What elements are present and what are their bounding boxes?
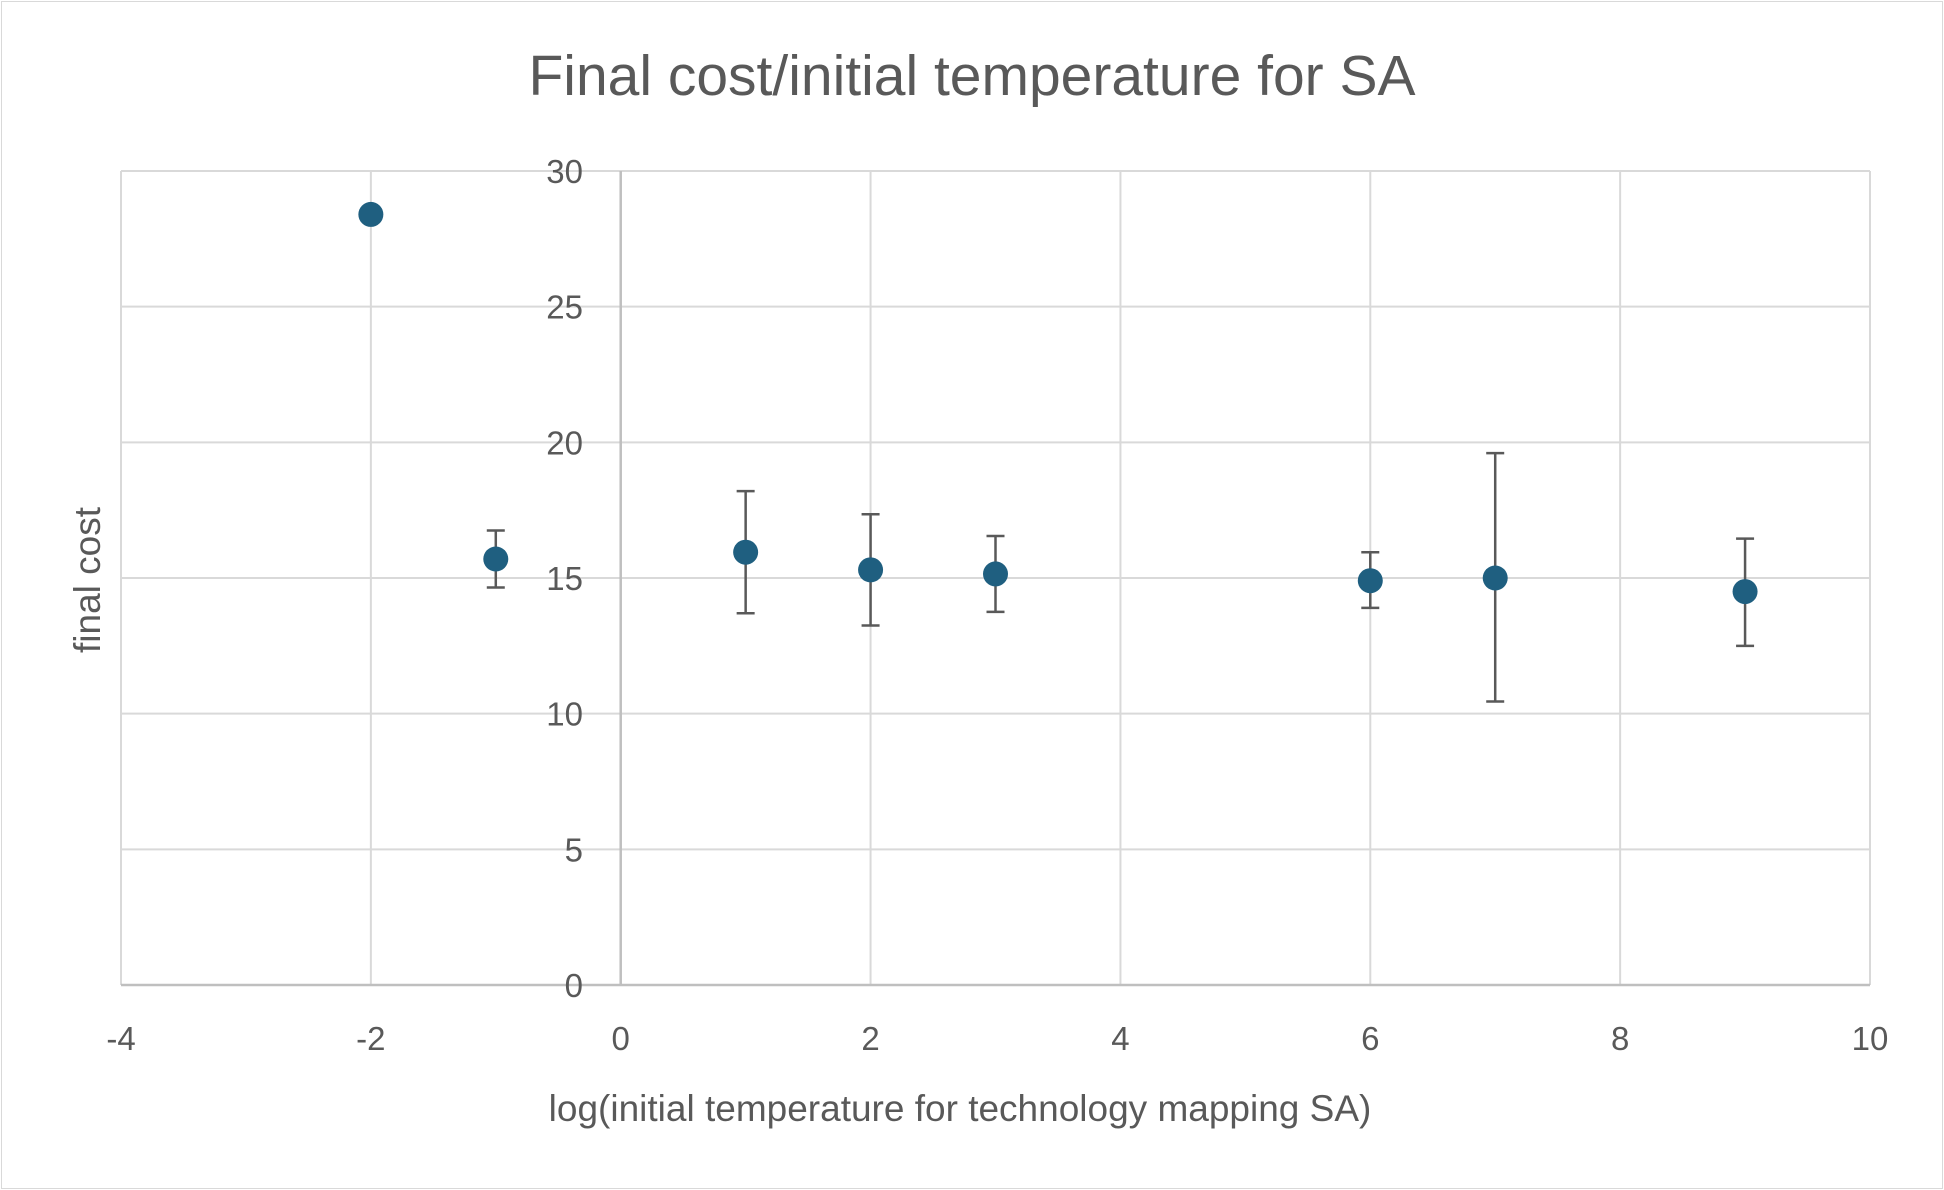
data-point bbox=[358, 201, 384, 227]
data-point bbox=[1732, 579, 1758, 605]
data-point bbox=[1357, 568, 1383, 594]
x-tick-label: 6 bbox=[1361, 1020, 1379, 1057]
x-tick-label: 10 bbox=[1852, 1020, 1889, 1057]
y-tick-label: 10 bbox=[546, 696, 583, 733]
x-tick-label: -2 bbox=[356, 1020, 385, 1057]
y-axis-label: final cost bbox=[67, 506, 108, 653]
data-points bbox=[358, 201, 1758, 605]
x-tick-label: -4 bbox=[106, 1020, 135, 1057]
x-tick-label: 8 bbox=[1611, 1020, 1629, 1057]
y-tick-label: 0 bbox=[565, 967, 583, 1004]
y-tick-label: 20 bbox=[546, 424, 583, 461]
chart-title: Final cost/initial temperature for SA bbox=[528, 44, 1415, 108]
data-point bbox=[1482, 565, 1508, 591]
data-point bbox=[483, 546, 509, 572]
y-tick-label: 25 bbox=[546, 289, 583, 326]
x-axis-label: log(initial temperature for technology m… bbox=[549, 1088, 1372, 1129]
x-tick-label: 0 bbox=[612, 1020, 630, 1057]
y-tick-label: 30 bbox=[546, 153, 583, 190]
data-point bbox=[983, 561, 1008, 587]
y-tick-label: 5 bbox=[565, 831, 583, 868]
x-tick-labels: -4 -2 0 2 4 6 8 10 bbox=[106, 1020, 1888, 1057]
x-tick-label: 2 bbox=[861, 1020, 879, 1057]
data-point bbox=[733, 539, 759, 565]
y-tick-labels: 0 5 10 15 20 25 30 bbox=[546, 153, 583, 1004]
axes bbox=[121, 171, 1870, 987]
y-tick-label: 15 bbox=[546, 560, 583, 597]
data-point bbox=[858, 557, 884, 583]
x-tick-label: 4 bbox=[1111, 1020, 1129, 1057]
